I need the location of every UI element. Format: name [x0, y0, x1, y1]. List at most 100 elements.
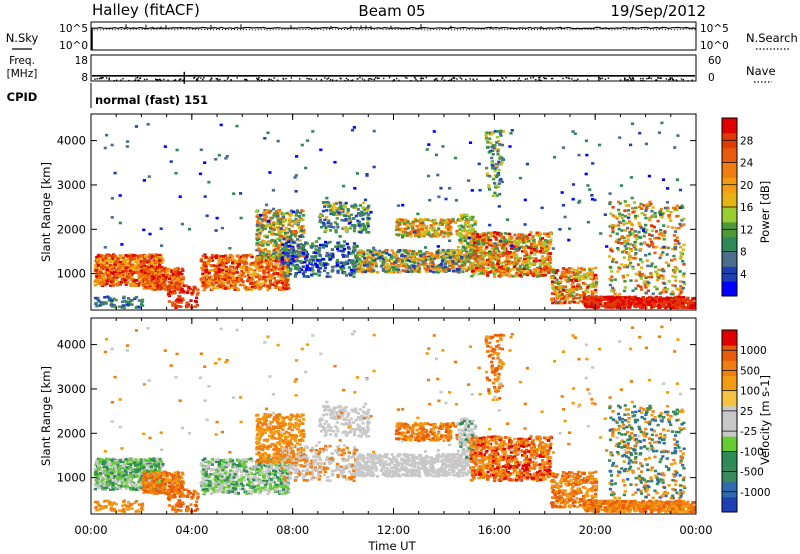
power-cell	[590, 277, 593, 280]
power-cell	[594, 274, 597, 277]
power-cell	[436, 254, 439, 257]
power-cell	[95, 256, 98, 259]
nave-dot	[167, 80, 168, 81]
power-cell	[527, 259, 530, 262]
power-cell	[252, 282, 255, 285]
power-cell	[141, 299, 144, 302]
power-cell	[103, 262, 106, 265]
power-cell	[179, 299, 182, 302]
power-cell	[563, 301, 566, 304]
power-cell	[471, 233, 474, 236]
power-cell	[315, 245, 318, 248]
nave-dot	[434, 79, 435, 80]
power-cell	[371, 266, 374, 269]
power-cell	[200, 260, 203, 263]
power-cell	[379, 260, 382, 263]
nave-dot	[100, 77, 101, 78]
power-cell	[487, 184, 490, 187]
power-cell	[461, 264, 464, 267]
power-cell	[519, 257, 522, 260]
noise-left-tick: 10^5	[59, 23, 88, 35]
power-cell	[460, 214, 463, 217]
nave-dot	[644, 80, 645, 81]
power-cell	[480, 272, 483, 275]
power-cell	[118, 269, 121, 272]
nave-dot	[371, 79, 372, 80]
nave-dot	[219, 79, 220, 80]
power-cell	[580, 294, 583, 297]
power-cell	[169, 291, 172, 294]
nave-dot	[324, 77, 325, 78]
power-cell	[379, 257, 382, 260]
power-cell	[412, 265, 415, 268]
power-cell	[561, 271, 564, 274]
power-cell	[430, 253, 433, 256]
power-cell	[393, 253, 396, 256]
power-cell	[405, 266, 408, 269]
power-cell	[202, 275, 205, 278]
power-cell	[305, 275, 308, 278]
power-cell	[470, 263, 473, 266]
power-cell	[272, 214, 275, 217]
power-cell	[545, 252, 548, 255]
power-cell	[277, 275, 280, 278]
power-cell	[565, 268, 568, 271]
power-cell	[551, 280, 554, 283]
power-cell	[178, 296, 181, 299]
power-cell	[398, 222, 401, 225]
power-cell	[542, 272, 545, 275]
power-cell	[350, 269, 353, 272]
nave-dot	[519, 78, 520, 79]
power-cell	[366, 209, 369, 212]
power-cell	[231, 269, 234, 272]
power-cell	[469, 224, 472, 227]
power-cell	[345, 255, 348, 258]
power-cell	[245, 254, 248, 257]
power-cell	[115, 299, 118, 302]
power-cell	[320, 264, 323, 267]
power-cell	[245, 269, 248, 272]
power-cell	[97, 281, 100, 284]
nave-dot	[535, 79, 536, 80]
power-cell	[381, 251, 384, 254]
power-cell	[346, 243, 349, 246]
power-cell	[94, 267, 97, 270]
nave-dot	[138, 80, 139, 81]
power-cell	[498, 143, 501, 146]
power-cell	[437, 228, 440, 231]
power-cell	[287, 284, 290, 287]
power-cell	[546, 233, 549, 236]
power-cell	[555, 286, 558, 289]
power-cell	[340, 250, 343, 253]
cpid-value: normal (fast) 151	[95, 93, 208, 107]
power-cell	[237, 288, 240, 291]
power-cell	[259, 253, 262, 256]
power-cell	[300, 209, 303, 212]
power-cell	[455, 230, 458, 233]
power-cell	[252, 275, 255, 278]
power-cell	[180, 301, 183, 304]
power-cell	[247, 286, 250, 289]
power-cell	[150, 265, 153, 268]
power-cell	[591, 293, 594, 296]
power-cell	[126, 262, 129, 265]
power-cell	[238, 263, 241, 266]
power-cell	[583, 293, 586, 296]
power-cell	[205, 284, 208, 287]
power-cell	[195, 297, 198, 300]
nave-dot	[258, 79, 259, 80]
power-cell	[351, 260, 354, 263]
power-cell	[561, 293, 564, 296]
power-cell	[488, 138, 491, 141]
power-cell	[153, 287, 156, 290]
freq-left-tick: 8	[81, 72, 88, 84]
power-cell	[275, 222, 278, 225]
power-cell	[119, 261, 122, 264]
power-cell	[500, 161, 503, 164]
power-cell	[123, 278, 126, 281]
power-cell	[286, 279, 289, 282]
power-cell	[242, 254, 245, 257]
power-cell	[496, 262, 499, 265]
nave-dot	[359, 77, 360, 78]
power-cell	[375, 265, 378, 268]
